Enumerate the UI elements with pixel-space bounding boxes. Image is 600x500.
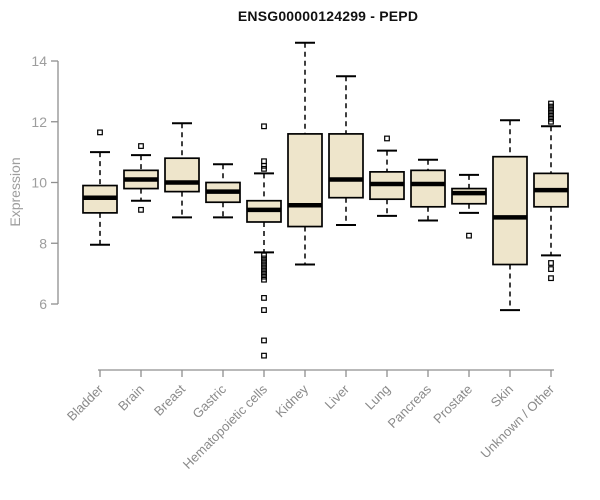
box-kidney	[287, 133, 323, 228]
outlier-point	[261, 352, 267, 359]
outlier-point	[261, 276, 267, 283]
x-tick-label: Gastric	[189, 381, 229, 421]
outlier-point	[138, 206, 144, 213]
outlier-point	[261, 337, 267, 344]
box-breast	[164, 157, 200, 193]
x-tick-label: Pancreas	[385, 381, 435, 431]
x-tick-label: Kidney	[272, 381, 311, 420]
outlier-point	[261, 264, 267, 271]
y-tick-label: 6	[39, 296, 47, 312]
outlier-point	[261, 252, 267, 259]
y-tick-label: 10	[31, 175, 47, 191]
x-tick-label: Skin	[488, 382, 516, 410]
outlier-point	[261, 255, 267, 262]
x-tick-label: Brain	[115, 382, 147, 414]
outlier-point	[548, 103, 554, 110]
x-tick-label: Bladder	[64, 381, 107, 424]
x-tick-label: Liver	[322, 381, 353, 412]
outlier-point	[466, 232, 472, 239]
x-tick-label: Breast	[151, 381, 188, 418]
outlier-point	[261, 273, 267, 280]
outlier-point	[261, 270, 267, 277]
outlier-point	[97, 129, 103, 136]
box-liver	[328, 133, 364, 199]
outlier-point	[548, 275, 554, 282]
y-tick-label: 8	[39, 235, 47, 251]
outlier-point	[548, 106, 554, 113]
outlier-point	[548, 260, 554, 266]
outlier-point	[548, 109, 554, 116]
x-tick-label: Prostate	[430, 382, 475, 427]
chart-title: ENSG00000124299 - PEPD	[237, 8, 419, 24]
outlier-point	[261, 261, 267, 268]
outlier-point	[384, 135, 390, 142]
y-tick-label: 14	[31, 53, 47, 69]
box-pancreas	[410, 169, 446, 208]
box-prostate	[451, 187, 487, 205]
outlier-point	[548, 112, 554, 119]
outlier-point	[138, 143, 144, 149]
outlier-point	[548, 115, 554, 122]
outlier-point	[261, 267, 267, 274]
y-tick-label: 12	[31, 114, 47, 130]
x-tick-label: Lung	[362, 382, 393, 413]
outlier-point	[261, 158, 267, 165]
outlier-point	[548, 266, 554, 272]
x-tick-label: Unknown / Other	[478, 381, 558, 461]
box-skin	[492, 155, 528, 266]
outlier-point	[261, 258, 267, 265]
outlier-point	[548, 100, 554, 107]
outlier-point	[261, 295, 267, 301]
outlier-point	[261, 307, 267, 313]
outlier-point	[548, 118, 554, 125]
outlier-point	[261, 162, 267, 169]
outlier-point	[261, 123, 267, 130]
outlier-point	[261, 165, 267, 172]
